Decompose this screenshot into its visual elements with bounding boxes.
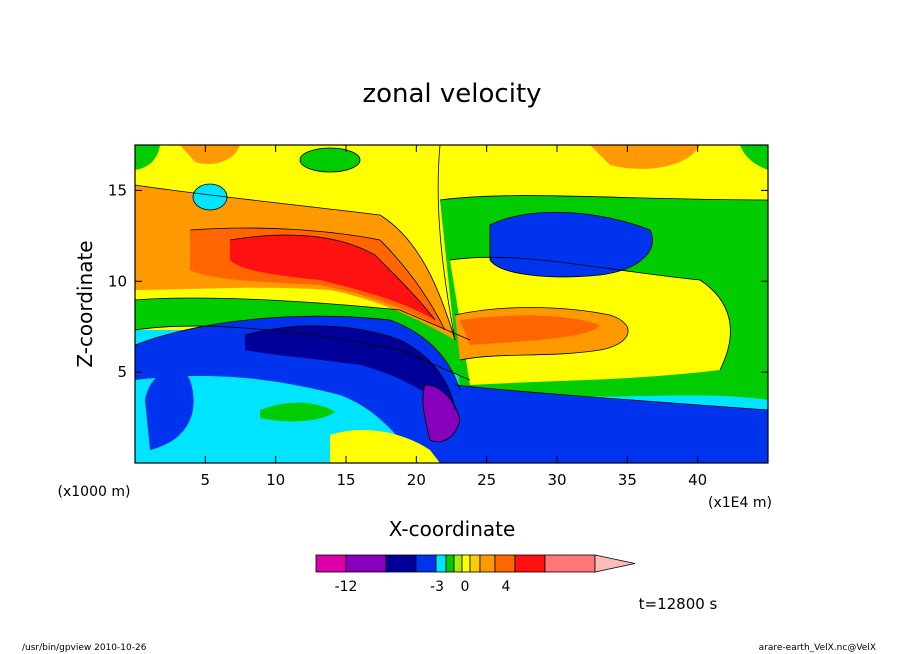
colorbar-cell [494, 554, 516, 573]
chart-title: zonal velocity [362, 79, 541, 109]
field-top-orange-1 [180, 145, 240, 165]
y-tick-label: 5 [117, 363, 127, 381]
x-tick-label: 30 [547, 471, 566, 489]
plot-frame [134, 144, 769, 464]
x-tick-label: 25 [477, 471, 496, 489]
field-bottom-left-blue [145, 369, 194, 450]
colorbar-cell [435, 554, 447, 573]
x-unit-left: (x1000 m) [58, 484, 131, 500]
time-annotation: t=12800 s [639, 595, 718, 613]
colorbar-cell [445, 554, 455, 573]
x-tick-label: 20 [407, 471, 426, 489]
x-tick-label: 10 [266, 471, 285, 489]
colorbar-cell [514, 554, 546, 573]
colorbar-cell [479, 554, 496, 573]
field-bottom-green [260, 402, 335, 422]
x-tick-label: 35 [618, 471, 637, 489]
x-axis-ticks: 5 10 15 20 25 30 35 40 [201, 145, 707, 489]
y-axis-ticks: 5 10 15 [108, 181, 768, 381]
colorbar-cell [385, 554, 417, 573]
colorbar-label: -3 [430, 579, 444, 595]
colorbar-label: 4 [502, 579, 511, 595]
footer-left: /usr/bin/gpview 2010-10-26 [22, 643, 147, 653]
plot-field [135, 145, 768, 463]
field-purple-core [422, 385, 460, 442]
field-bottom-yellow [330, 430, 440, 463]
x-tick-label: 40 [688, 471, 707, 489]
x-axis-label: X-coordinate [389, 517, 516, 541]
x-tick-label: 5 [201, 471, 211, 489]
field-cyan-blob [193, 184, 227, 210]
colorbar-cell [415, 554, 437, 573]
field-upper-blue [490, 212, 653, 277]
colorbar-cell [453, 554, 463, 573]
field-left-red [230, 235, 435, 320]
field-right-darkorange [460, 315, 600, 345]
field-top-orange-2 [590, 145, 700, 169]
colorbar-cell [544, 554, 596, 573]
y-axis-label: Z-coordinate [73, 240, 97, 367]
x-tick-label: 15 [336, 471, 355, 489]
colorbar-label: -12 [335, 579, 358, 595]
y-tick-label: 10 [108, 272, 127, 290]
y-tick-label: 15 [108, 181, 127, 199]
colorbar-cell [461, 554, 471, 573]
colorbar-label: 0 [461, 579, 470, 595]
field-green-blob [300, 148, 360, 172]
colorbar [315, 554, 636, 573]
colorbar-labels: -12 -3 0 4 [335, 579, 511, 595]
field-lower-darkblue [245, 325, 455, 410]
colorbar-cell [315, 554, 347, 573]
footer-right: arare-earth_VelX.nc@VelX [759, 643, 876, 653]
contour-lines [135, 145, 768, 443]
field-top-green-left [135, 145, 160, 170]
field-top-green-right [740, 145, 768, 170]
colorbar-cell [345, 554, 387, 573]
x-unit-right: (x1E4 m) [708, 495, 772, 511]
colorbar-cell [469, 554, 481, 573]
colorbar-arrow [594, 554, 636, 573]
